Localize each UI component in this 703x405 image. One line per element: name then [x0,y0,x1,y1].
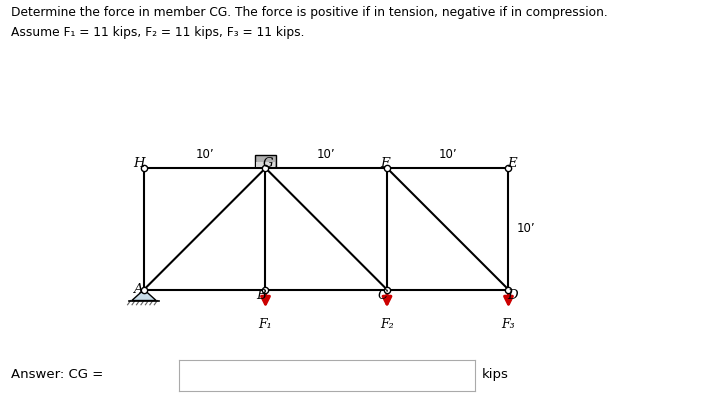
Text: H: H [134,157,145,170]
Text: B: B [256,289,266,302]
Text: 10’: 10’ [439,148,457,161]
Text: E: E [508,157,517,170]
Text: F₂: F₂ [380,318,394,330]
Bar [256,162,275,167]
Text: Assume F₁ = 11 kips, F₂ = 11 kips, F₃ = 11 kips.: Assume F₁ = 11 kips, F₂ = 11 kips, F₃ = … [11,26,304,39]
Text: Determine the force in member CG. The force is positive if in tension, negative : Determine the force in member CG. The fo… [11,6,607,19]
Text: F₃: F₃ [502,318,515,330]
Text: kips: kips [482,368,508,381]
Text: C: C [377,289,387,302]
Polygon shape [132,290,156,301]
Text: F: F [380,157,389,170]
Text: Answer: CG =: Answer: CG = [11,368,103,381]
Text: 10’: 10’ [517,222,536,235]
Text: G: G [263,157,273,170]
Bar [254,155,276,167]
Text: F₁: F₁ [259,318,272,330]
Text: A: A [133,283,143,296]
Text: 10’: 10’ [317,148,335,161]
Text: D: D [507,289,517,302]
Text: 10’: 10’ [195,148,214,161]
Text: i: i [163,369,167,383]
